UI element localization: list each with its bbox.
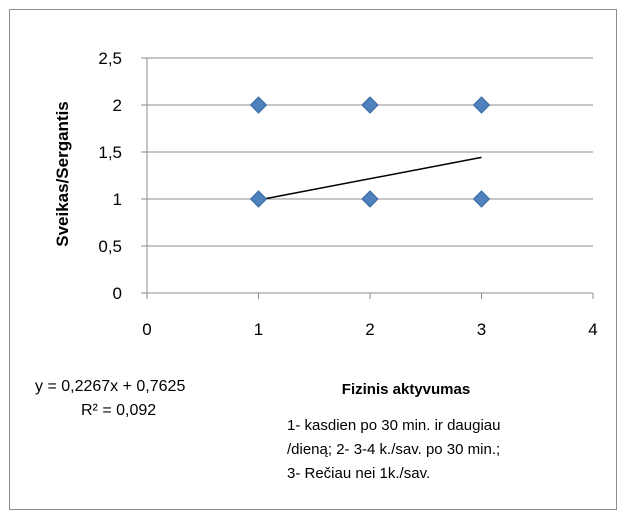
data-point-marker (249, 96, 268, 114)
x-tick-label: 3 (477, 320, 486, 339)
y-tick-label: 1 (113, 190, 122, 209)
y-tick-label: 1,5 (98, 143, 122, 162)
data-point-marker (361, 190, 379, 208)
data-point-marker (472, 96, 491, 114)
note-line-2: /dieną; 2- 3-4 k./sav. po 30 min.; (287, 441, 501, 458)
x-tick-label: 0 (142, 320, 151, 339)
r-squared: R² = 0,092 (81, 402, 157, 419)
data-point-marker (472, 190, 491, 208)
y-tick-label: 2 (113, 96, 122, 115)
trendline-equation: y = 0,2267x + 0,7625 (35, 378, 186, 395)
x-tick-label: 4 (588, 320, 597, 339)
x-tick-label: 1 (254, 320, 263, 339)
x-axis-label: Fizinis aktyvumas (341, 381, 471, 398)
y-tick-label: 0 (113, 284, 122, 303)
trendline-equation-block: y = 0,2267x + 0,7625 R² = 0,092 (35, 375, 185, 423)
data-point-marker (361, 96, 379, 114)
category-legend-note: 1- kasdien po 30 min. ir daugiau /dieną;… (287, 414, 617, 486)
data-point-marker (249, 190, 268, 208)
note-line-3: 3- Rečiau nei 1k./sav. (287, 465, 431, 482)
y-axis-label: Sveikas/Sergantis (53, 101, 72, 247)
y-tick-label: 2,5 (98, 49, 122, 68)
x-tick-label: 2 (365, 320, 374, 339)
trendline (258, 156, 482, 201)
y-tick-label: 0,5 (98, 237, 122, 256)
chart-frame (9, 9, 617, 510)
note-line-1: 1- kasdien po 30 min. ir daugiau (287, 417, 501, 434)
